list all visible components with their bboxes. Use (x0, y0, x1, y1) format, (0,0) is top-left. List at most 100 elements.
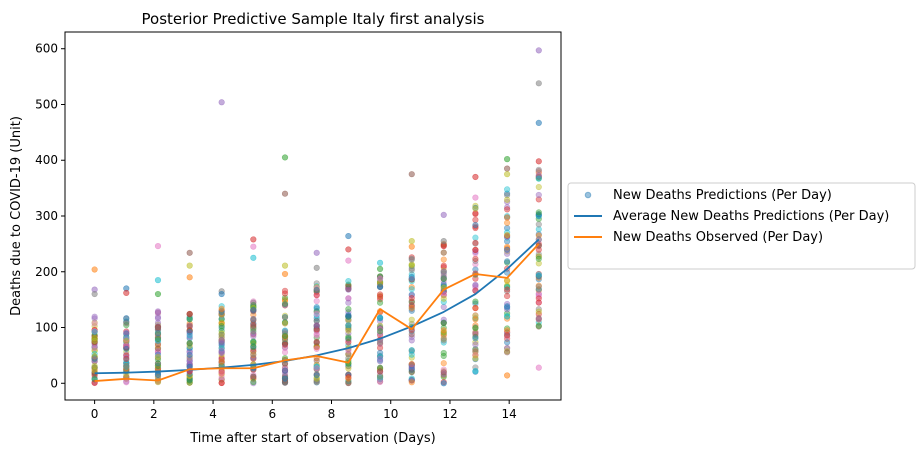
prediction-point (91, 338, 98, 345)
prediction-point (154, 345, 162, 352)
prediction-point (154, 326, 162, 334)
prediction-point (123, 342, 130, 349)
prediction-point (281, 301, 289, 308)
prediction-point (345, 375, 352, 383)
prediction-point (535, 299, 542, 306)
prediction-point (91, 364, 98, 371)
prediction-point (408, 237, 415, 245)
prediction-point (186, 349, 193, 356)
prediction-point (535, 291, 542, 298)
prediction-point (408, 255, 415, 262)
prediction-point (123, 328, 130, 335)
prediction-point (472, 246, 479, 254)
prediction-point (376, 365, 384, 372)
prediction-point (504, 300, 511, 308)
prediction-point (154, 362, 162, 370)
prediction-point (154, 336, 162, 344)
prediction-point (123, 359, 130, 366)
prediction-point (218, 342, 225, 349)
prediction-point (218, 99, 225, 106)
prediction-point (218, 311, 225, 319)
prediction-point (535, 286, 542, 293)
prediction-point (440, 268, 447, 275)
prediction-point (281, 340, 289, 347)
prediction-point (504, 156, 511, 163)
prediction-point (281, 270, 289, 278)
prediction-point (313, 292, 320, 299)
prediction-point (281, 314, 289, 321)
prediction-point (154, 340, 162, 348)
prediction-point (345, 295, 352, 302)
prediction-point (250, 331, 257, 338)
prediction-point (504, 214, 511, 221)
prediction-point (186, 322, 193, 329)
prediction-point (186, 328, 193, 336)
prediction-point (535, 282, 542, 289)
prediction-point (345, 281, 352, 288)
prediction-point (281, 336, 289, 343)
prediction-point (313, 365, 320, 373)
prediction-point (472, 316, 479, 323)
prediction-point (313, 375, 320, 382)
prediction-point (186, 323, 193, 330)
prediction-point (250, 317, 257, 324)
prediction-point (535, 209, 542, 216)
prediction-point (376, 368, 384, 375)
prediction-point (440, 275, 447, 282)
prediction-points (91, 47, 542, 387)
prediction-point (313, 345, 320, 352)
prediction-point (345, 313, 352, 320)
prediction-point (250, 307, 257, 314)
prediction-point (313, 371, 320, 378)
prediction-point (123, 355, 130, 362)
prediction-point (535, 319, 542, 326)
prediction-point (91, 356, 98, 363)
prediction-point (250, 338, 257, 345)
prediction-point (408, 354, 415, 361)
prediction-point (535, 255, 542, 262)
prediction-point (440, 331, 447, 338)
prediction-point (154, 308, 162, 315)
series-lines (94, 238, 540, 382)
prediction-point (535, 175, 542, 182)
prediction-point (472, 204, 479, 211)
prediction-point (313, 340, 320, 347)
prediction-point (281, 312, 289, 319)
prediction-point (91, 335, 98, 342)
prediction-point (376, 358, 384, 365)
prediction-point (281, 377, 289, 384)
prediction-point (472, 246, 479, 254)
prediction-point (186, 262, 193, 269)
prediction-point (376, 372, 384, 379)
prediction-point (408, 307, 415, 314)
prediction-point (218, 356, 225, 363)
prediction-point (281, 314, 289, 321)
prediction-point (440, 329, 447, 336)
prediction-point (472, 356, 479, 363)
prediction-point (504, 306, 511, 313)
prediction-point (250, 306, 257, 313)
prediction-point (250, 324, 257, 331)
prediction-point (281, 319, 289, 326)
prediction-point (154, 321, 162, 328)
prediction-point (154, 315, 162, 322)
prediction-point (218, 345, 225, 352)
prediction-point (408, 376, 415, 383)
prediction-point (313, 305, 320, 312)
prediction-point (154, 349, 162, 356)
prediction-point (313, 288, 320, 296)
prediction-point (345, 327, 352, 334)
prediction-point (281, 290, 289, 297)
prediction-point (281, 333, 289, 341)
prediction-point (504, 238, 511, 245)
prediction-point (123, 343, 130, 350)
prediction-point (154, 331, 162, 339)
prediction-point (535, 308, 542, 315)
prediction-point (408, 316, 415, 323)
observed-deaths-line (94, 243, 540, 382)
prediction-point (472, 355, 479, 362)
prediction-point (313, 326, 320, 333)
prediction-point (504, 284, 511, 291)
prediction-point (186, 361, 193, 369)
